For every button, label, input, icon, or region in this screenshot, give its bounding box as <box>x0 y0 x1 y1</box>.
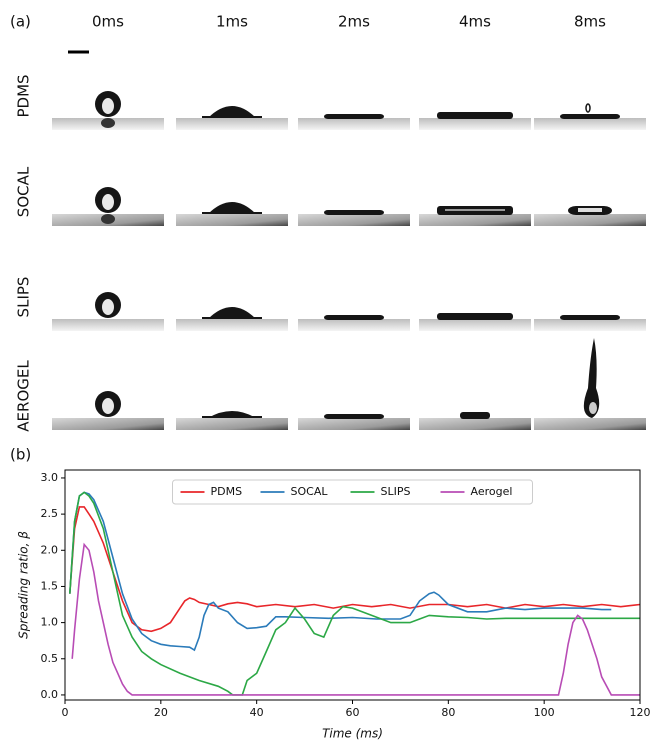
highlight <box>102 194 114 210</box>
substrate <box>298 319 410 331</box>
substrate <box>52 319 164 331</box>
y-tick-label: 1.0 <box>41 616 59 629</box>
time-label: 0ms <box>92 13 124 31</box>
droplet <box>324 114 384 119</box>
substrate <box>52 418 164 430</box>
y-tick-label: 0.0 <box>41 688 59 701</box>
droplet <box>437 313 513 320</box>
legend-label: PDMS <box>211 485 243 498</box>
row-label: SLIPS <box>15 277 33 318</box>
substrate <box>534 118 646 130</box>
row-label: SOCAL <box>15 166 33 217</box>
highlight <box>102 299 114 315</box>
plot: 0 20 40 60 80 100 120 0.0 0.5 1.0 1.5 2.0 2.5 3.0 Time… <box>17 470 651 740</box>
highlight <box>589 402 597 414</box>
substrate <box>298 118 410 130</box>
highlight <box>445 209 505 211</box>
time-label: 4ms <box>459 13 491 31</box>
substrate <box>534 418 646 430</box>
substrate <box>298 214 410 226</box>
x-tick-label: 80 <box>441 706 455 719</box>
y-axis-label: Spreading ratio, β <box>17 531 31 639</box>
x-tick-label: 0 <box>62 706 69 719</box>
x-tick-label: 40 <box>250 706 264 719</box>
jet <box>586 104 590 112</box>
row-label: PDMS <box>15 74 33 117</box>
substrate <box>419 118 531 130</box>
series-line <box>70 492 612 650</box>
y-tick-label: 0.5 <box>41 652 59 665</box>
x-axis-label: Time (ms) <box>322 727 383 740</box>
panel-label: (b) <box>10 446 31 464</box>
x-tick-label: 100 <box>534 706 555 719</box>
droplet <box>560 315 620 320</box>
y-tick-label: 1.5 <box>41 579 59 592</box>
x-tick-label: 20 <box>154 706 168 719</box>
substrate <box>176 418 288 430</box>
substrate <box>298 418 410 430</box>
reflection <box>101 214 115 224</box>
legend-label: SLIPS <box>381 485 411 498</box>
substrate <box>419 319 531 331</box>
substrate <box>419 418 531 430</box>
time-label: 2ms <box>338 13 370 31</box>
time-label: 8ms <box>574 13 606 31</box>
substrate <box>534 319 646 331</box>
highlight <box>578 208 602 212</box>
series-line <box>70 507 640 631</box>
y-tick-label: 2.5 <box>41 507 59 520</box>
series-line <box>72 545 640 695</box>
photo-grid <box>52 91 646 430</box>
droplet <box>560 114 620 119</box>
droplet <box>324 315 384 320</box>
substrate <box>176 118 288 130</box>
substrate <box>176 319 288 331</box>
substrate <box>534 214 646 226</box>
substrate <box>419 214 531 226</box>
figure: (a) (b) 0 20 40 60 80 100 120 0.0 0.5 1.0 1.5 2.0 2.… <box>0 0 651 740</box>
droplet <box>437 112 513 119</box>
x-tick-label: 60 <box>346 706 360 719</box>
time-label: 1ms <box>216 13 248 31</box>
substrate <box>176 214 288 226</box>
highlight <box>102 398 114 414</box>
y-tick-label: 2.0 <box>41 543 59 556</box>
y-tick-label: 3.0 <box>41 471 59 484</box>
droplet <box>460 412 490 419</box>
row-label: AEROGEL <box>15 360 33 432</box>
droplet <box>324 414 384 419</box>
legend-label: SOCAL <box>291 485 329 498</box>
droplet <box>324 210 384 215</box>
x-tick-label: 120 <box>630 706 651 719</box>
highlight <box>102 98 114 114</box>
series-line <box>70 492 640 695</box>
panel-label: (a) <box>10 13 31 31</box>
legend-label: Aerogel <box>471 485 513 498</box>
reflection <box>101 118 115 128</box>
